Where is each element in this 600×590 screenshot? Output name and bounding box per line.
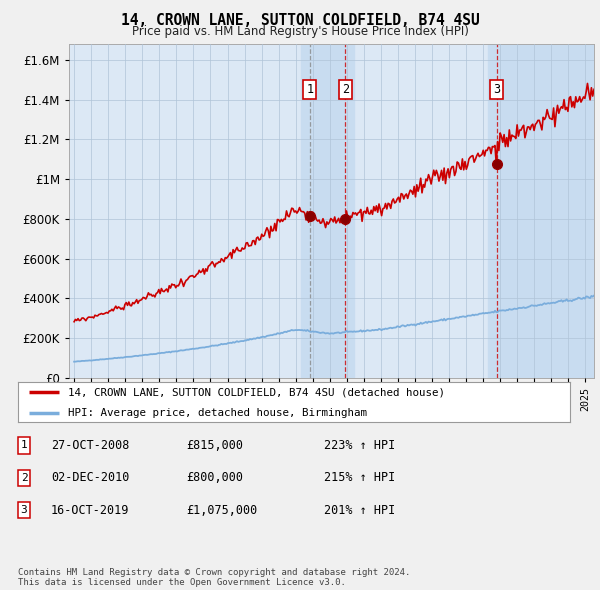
- Text: £800,000: £800,000: [186, 471, 243, 484]
- Text: 1: 1: [306, 83, 313, 96]
- Bar: [488, 44, 594, 378]
- Bar: [301, 44, 354, 378]
- Text: 14, CROWN LANE, SUTTON COLDFIELD, B74 4SU (detached house): 14, CROWN LANE, SUTTON COLDFIELD, B74 4S…: [68, 387, 445, 397]
- Text: 223% ↑ HPI: 223% ↑ HPI: [324, 439, 395, 452]
- Text: 16-OCT-2019: 16-OCT-2019: [51, 504, 130, 517]
- Text: 3: 3: [493, 83, 500, 96]
- Text: 2: 2: [342, 83, 349, 96]
- Text: £1,075,000: £1,075,000: [186, 504, 257, 517]
- Text: HPI: Average price, detached house, Birmingham: HPI: Average price, detached house, Birm…: [68, 408, 367, 418]
- Text: 02-DEC-2010: 02-DEC-2010: [51, 471, 130, 484]
- Text: £815,000: £815,000: [186, 439, 243, 452]
- Text: Price paid vs. HM Land Registry's House Price Index (HPI): Price paid vs. HM Land Registry's House …: [131, 25, 469, 38]
- Text: 201% ↑ HPI: 201% ↑ HPI: [324, 504, 395, 517]
- Text: 3: 3: [20, 506, 28, 515]
- Text: 14, CROWN LANE, SUTTON COLDFIELD, B74 4SU: 14, CROWN LANE, SUTTON COLDFIELD, B74 4S…: [121, 13, 479, 28]
- Text: 27-OCT-2008: 27-OCT-2008: [51, 439, 130, 452]
- Text: 1: 1: [20, 441, 28, 450]
- Text: Contains HM Land Registry data © Crown copyright and database right 2024.
This d: Contains HM Land Registry data © Crown c…: [18, 568, 410, 587]
- Text: 2: 2: [20, 473, 28, 483]
- Text: 215% ↑ HPI: 215% ↑ HPI: [324, 471, 395, 484]
